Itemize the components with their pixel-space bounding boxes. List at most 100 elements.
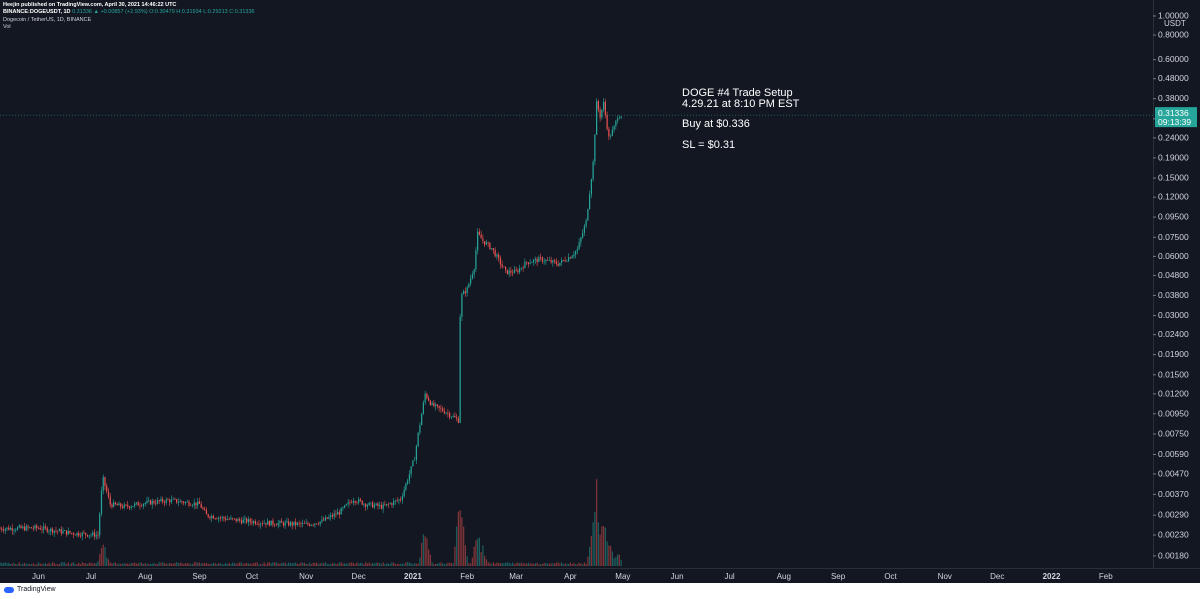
volume-bar (15, 564, 17, 566)
volume-bar (317, 564, 320, 566)
candle-body (303, 523, 306, 524)
volume-bar (34, 564, 36, 566)
candle-body (69, 530, 71, 533)
last-price-value: 0.31336 (1158, 108, 1189, 118)
volume-bar (149, 564, 152, 566)
candle-body (568, 257, 570, 261)
volume-bar (333, 563, 335, 566)
candle-body (440, 407, 442, 409)
volume-bar (109, 562, 111, 566)
volume-bar (534, 563, 536, 566)
volume-bar (57, 564, 59, 566)
volume-bar (463, 526, 465, 566)
volume-bar (498, 563, 500, 566)
volume-bar (116, 564, 118, 566)
candle-body (158, 500, 160, 501)
volume-bars (0, 479, 622, 566)
volume-bar (421, 542, 423, 566)
volume-bar (225, 563, 227, 566)
candle-body (120, 503, 122, 507)
volume-bar (401, 563, 404, 566)
time-tick-label: Oct (884, 572, 897, 581)
volume-bar (370, 563, 372, 566)
volume-bar (277, 563, 279, 566)
volume-bar (127, 563, 129, 566)
volume-bar (1, 562, 3, 566)
price-tick-label: 0.00950 (1158, 408, 1189, 418)
volume-bar (391, 562, 393, 566)
volume-bar (144, 563, 146, 566)
candle-body (501, 264, 503, 267)
candle-body (284, 522, 286, 526)
volume-bar (282, 563, 285, 566)
candle-body (71, 532, 73, 534)
volume-bar (478, 537, 481, 566)
candle-body (155, 503, 157, 504)
candle-body (431, 402, 433, 405)
volume-bar (167, 563, 169, 566)
candle-body (44, 526, 47, 528)
volume-bar (254, 562, 257, 566)
candle-body (265, 523, 267, 525)
tradingview-logo[interactable]: TradingView (4, 586, 56, 593)
candle-body (478, 231, 481, 235)
volume-bar (552, 563, 554, 566)
candle-body (386, 503, 388, 506)
candle-body (267, 521, 269, 525)
candle-body (356, 502, 358, 504)
volume-bar (51, 562, 54, 566)
volume-bar (62, 562, 64, 566)
volume-bar (464, 545, 467, 566)
candle-body (352, 501, 355, 503)
candle-body (181, 501, 183, 503)
candle-body (482, 238, 484, 241)
volume-bar (468, 562, 470, 566)
volume-bar (55, 564, 57, 566)
candle-body (547, 259, 549, 261)
candle-body (512, 272, 514, 274)
candle-body (191, 505, 194, 506)
candle-body (11, 528, 13, 531)
candle-body (559, 262, 561, 266)
volume-bar (162, 562, 164, 566)
candle-body (34, 525, 36, 529)
candle-body (104, 477, 106, 487)
volume-bar (564, 563, 566, 566)
candle-body (438, 405, 440, 408)
symbol-name[interactable]: BINANCE:DOGEUSDT, 1D (3, 9, 71, 15)
volume-bar (582, 564, 584, 566)
candle-body (174, 498, 176, 500)
volume-bar (403, 564, 405, 566)
volume-bar (384, 564, 386, 566)
volume-bar (340, 562, 342, 566)
candle-body (534, 258, 536, 260)
candle-body (228, 519, 230, 520)
candle-body (6, 527, 8, 529)
candle-body (529, 262, 531, 264)
price-tick-label: 0.01200 (1158, 388, 1189, 398)
candle-body (340, 508, 342, 515)
candle-body (463, 291, 465, 295)
candle-body (260, 523, 262, 525)
candle-body (330, 515, 332, 517)
candle-body (536, 258, 538, 263)
volume-bar (111, 563, 113, 566)
volume-bar (312, 562, 314, 566)
volume-bar (611, 551, 613, 566)
volume-bar (473, 546, 475, 566)
candle-body (389, 503, 391, 505)
volume-bar (293, 562, 295, 566)
candle-body (587, 209, 589, 221)
candle-body (2, 529, 5, 531)
volume-bar (337, 563, 339, 566)
candle-body (573, 254, 575, 257)
candle-body (513, 269, 516, 274)
candle-body (550, 260, 552, 263)
candle-body (510, 270, 512, 273)
volume-bar (319, 563, 321, 566)
volume-bar (99, 554, 101, 566)
time-tick-label: Apr (564, 572, 577, 581)
volume-bar (18, 562, 20, 566)
candle-body (526, 261, 528, 263)
